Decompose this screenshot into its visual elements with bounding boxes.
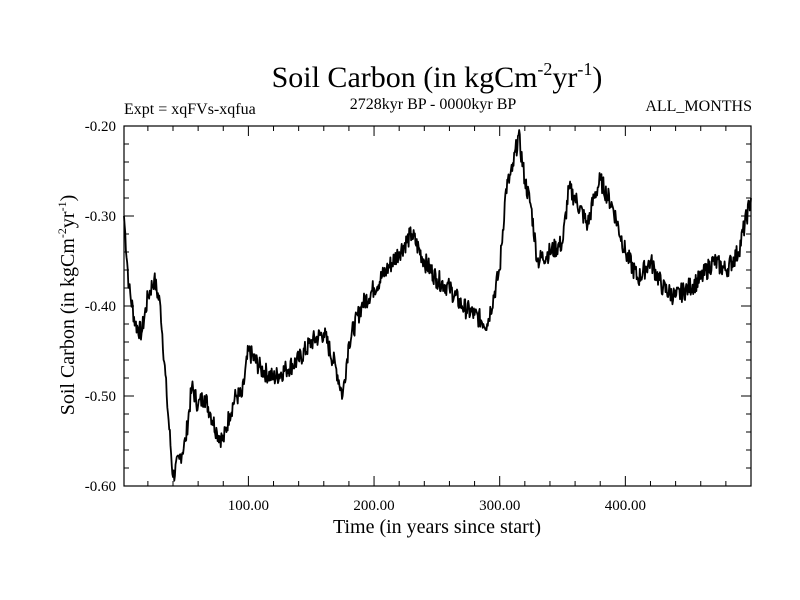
x-tick-label: 200.00: [353, 498, 394, 514]
title-text: Soil Carbon (in kgCm: [272, 61, 538, 94]
x-tick-label: 100.00: [228, 498, 269, 514]
title-superscript-2: -1: [577, 59, 592, 79]
axis-ticks: [124, 126, 751, 486]
x-tick-labels: 100.00 200.00 300.00 400.00: [228, 498, 646, 514]
chart-title: Soil Carbon (in kgCm-2yr-1): [272, 59, 603, 94]
series-line: [123, 129, 752, 482]
x-tick-label: 400.00: [605, 498, 646, 514]
ylabel-superscript-1: -2: [55, 228, 69, 238]
ylabel-superscript-2: -1: [55, 201, 69, 211]
y-tick-label: -0.20: [85, 119, 116, 135]
title-text-end: ): [592, 61, 602, 94]
subtitle-time-range: 2728kyr BP - 0000kyr BP: [350, 96, 517, 113]
y-tick-label: -0.60: [85, 479, 116, 495]
y-axis-label: Soil Carbon (in kgCm-2yr-1): [55, 195, 79, 416]
y-tick-label: -0.40: [85, 299, 116, 315]
plot-area-frame: [123, 125, 752, 487]
y-tick-label: -0.50: [85, 389, 116, 405]
ylabel-text: Soil Carbon (in kgCm: [57, 238, 79, 416]
title-superscript-1: -2: [537, 59, 552, 79]
title-text-mid: yr: [552, 61, 577, 94]
y-tick-label: -0.30: [85, 209, 116, 225]
x-tick-label: 300.00: [479, 498, 520, 514]
ylabel-text-mid: yr: [57, 211, 79, 228]
y-tick-labels: -0.20 -0.30 -0.40 -0.50 -0.60: [85, 119, 116, 495]
x-axis-label: Time (in years since start): [333, 516, 541, 538]
subtitle-experiment: Expt = xqFVs-xqfua: [124, 101, 256, 118]
ylabel-text-end: ): [57, 195, 79, 202]
series-layer: [123, 129, 752, 482]
subtitle-months: ALL_MONTHS: [645, 98, 752, 115]
